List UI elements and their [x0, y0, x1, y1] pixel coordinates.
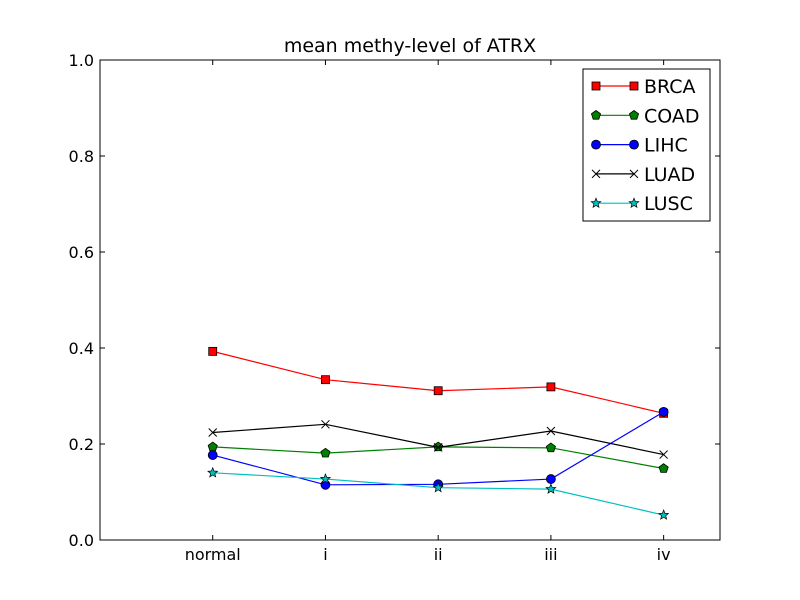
x-tick-label: i: [323, 545, 327, 564]
legend: BRCA COAD LIHC LUAD LUSC: [582, 68, 711, 222]
y-tick-label: 1.0: [69, 51, 94, 70]
data-point-luad: [208, 428, 218, 437]
data-point-coad: [433, 441, 444, 452]
legend-marker-lihc: [629, 139, 639, 150]
legend-label-lusc: LUSC: [644, 193, 693, 215]
series-luad: [208, 419, 668, 459]
legend-entry-lusc: LUSC: [590, 193, 693, 215]
x-tick-label: normal: [185, 545, 241, 564]
data-point-coad: [658, 463, 669, 473]
data-point-lusc: [207, 466, 219, 478]
data-point-luad: [546, 426, 556, 436]
legend-marker-lihc: [591, 139, 601, 150]
data-point-luad: [659, 450, 668, 459]
data-point-lusc: [545, 483, 557, 494]
series-lusc: [207, 466, 670, 520]
legend-entry-coad: COAD: [590, 105, 700, 127]
plot-area: [207, 346, 670, 520]
legend-entry-luad: LUAD: [591, 164, 695, 186]
data-point-brca: [321, 375, 330, 385]
legend-label-lihc: LIHC: [644, 135, 688, 157]
legend-label-coad: COAD: [644, 105, 700, 127]
y-tick-label: 0.0: [69, 531, 94, 550]
data-point-lihc: [546, 474, 556, 484]
chart-title: mean methy-level of ATRX: [284, 35, 536, 57]
data-point-lusc: [319, 473, 332, 484]
data-point-luad: [321, 419, 330, 429]
legend-marker-lusc: [628, 197, 640, 209]
data-point-brca: [208, 346, 218, 356]
data-point-lihc: [207, 450, 218, 460]
legend-label-luad: LUAD: [644, 164, 695, 186]
data-point-lusc: [432, 481, 444, 493]
x-tick-label: iv: [657, 545, 671, 564]
legend-entry-lihc: LIHC: [591, 135, 688, 157]
data-point-coad: [320, 447, 331, 458]
legend-marker-coad: [628, 110, 640, 120]
legend-marker-brca: [591, 81, 601, 91]
y-tick-label: 0.4: [69, 339, 94, 358]
legend-entry-brca: BRCA: [591, 76, 696, 98]
data-point-luad: [433, 443, 443, 452]
y-tick-label: 0.2: [69, 435, 94, 454]
legend-marker-brca: [629, 81, 639, 91]
data-point-brca: [433, 386, 443, 396]
y-tick-label: 0.8: [69, 147, 94, 166]
y-tick-label: 0.6: [69, 243, 94, 262]
data-point-lihc: [658, 406, 669, 417]
legend-marker-coad: [590, 110, 602, 120]
legend-marker-luad: [591, 169, 601, 179]
legend-marker-luad: [629, 169, 639, 179]
legend-label-brca: BRCA: [644, 76, 696, 98]
data-point-coad: [545, 442, 556, 453]
legend-marker-lusc: [590, 197, 602, 209]
data-point-brca: [546, 382, 556, 392]
x-tick-label: iii: [544, 545, 557, 564]
data-point-lusc: [657, 509, 670, 520]
axes-frame: [99, 59, 721, 541]
x-tick-label: ii: [434, 545, 443, 564]
